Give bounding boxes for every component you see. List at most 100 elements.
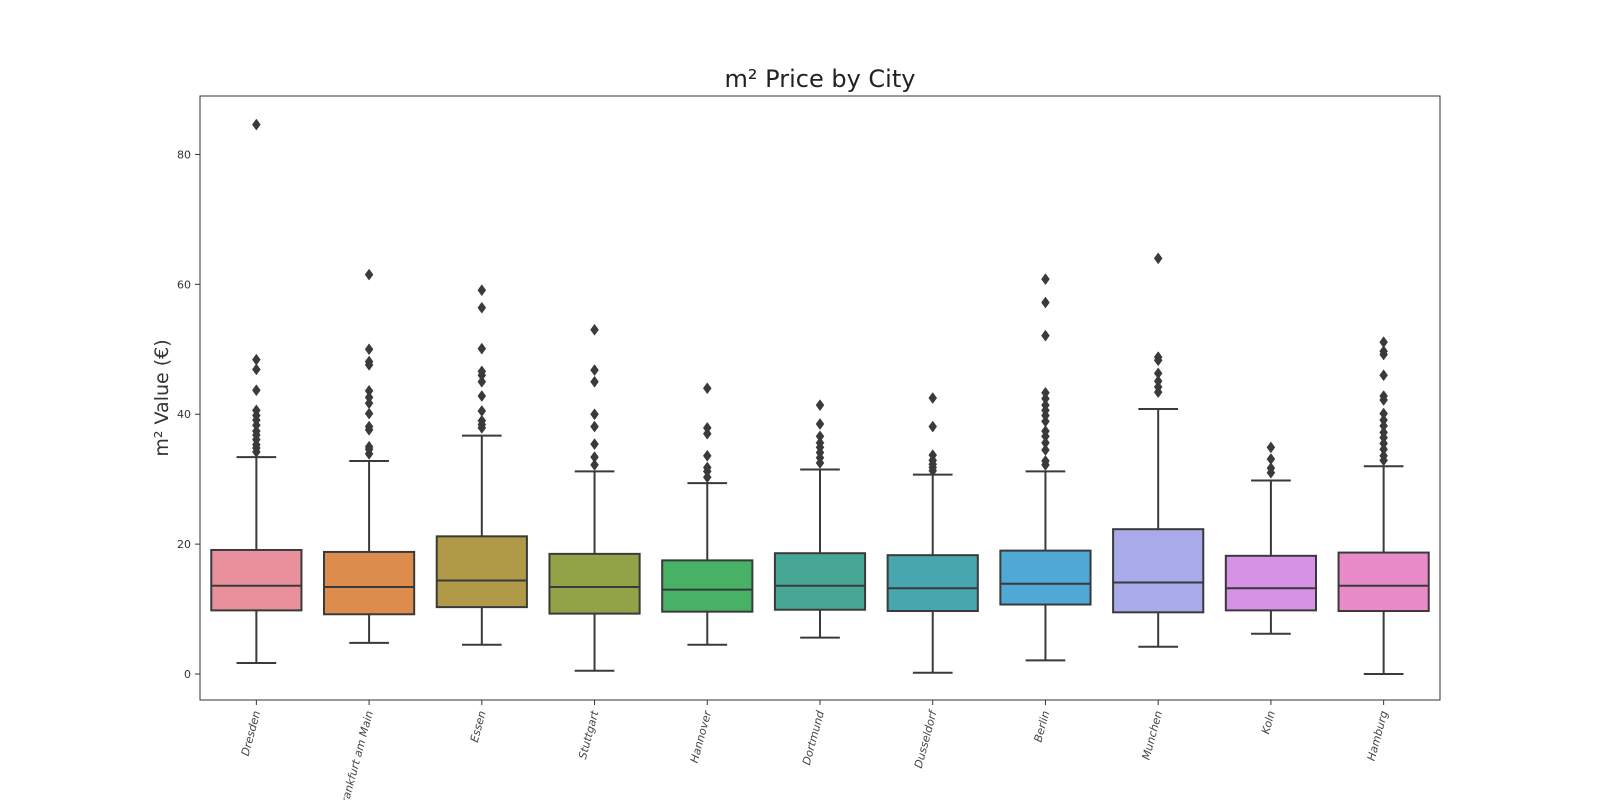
outlier-point xyxy=(252,404,261,417)
iqr-box xyxy=(1112,528,1205,614)
y-tick-label: 0 xyxy=(184,668,191,681)
outlier-point xyxy=(590,364,599,376)
iqr-box xyxy=(1337,551,1430,613)
outlier-point xyxy=(1041,399,1050,412)
box-dresden xyxy=(210,118,303,664)
outlier-point xyxy=(1379,407,1388,420)
iqr-box xyxy=(661,559,754,613)
outlier-point xyxy=(364,343,374,356)
outlier-point xyxy=(590,323,599,336)
outlier-point xyxy=(364,420,374,433)
outlier-point xyxy=(364,268,374,281)
outlier-point xyxy=(252,384,261,397)
iqr-box xyxy=(999,549,1092,606)
chart-title: m² Price by City xyxy=(725,65,916,93)
outlier-point xyxy=(1041,455,1050,467)
outlier-point xyxy=(815,418,825,430)
outlier-point xyxy=(1153,375,1163,388)
outlier-point xyxy=(815,436,825,449)
outlier-point xyxy=(1379,345,1388,358)
outlier-point xyxy=(1379,390,1388,402)
outlier-point xyxy=(815,399,825,412)
outlier-point xyxy=(477,414,487,427)
outlier-point xyxy=(477,284,487,297)
outlier-point xyxy=(1266,441,1276,454)
outlier-point xyxy=(1379,414,1388,427)
box-hannover xyxy=(661,382,754,646)
outlier-point xyxy=(1153,367,1163,380)
outlier-point xyxy=(928,420,938,433)
x-tick-label: Hamburg xyxy=(1365,709,1391,762)
outlier-point xyxy=(1041,436,1050,449)
y-tick-label: 20 xyxy=(177,538,191,551)
box-dusseldorf xyxy=(886,392,979,674)
box-dortmund xyxy=(773,399,867,639)
outlier-point xyxy=(1041,425,1050,438)
outlier-point xyxy=(1041,273,1050,286)
outlier-point xyxy=(364,391,374,404)
outlier-point xyxy=(590,438,599,451)
x-tick-label: Munchen xyxy=(1140,709,1166,761)
x-axis: Dresden Frankfurt am Main Essen Stuttgart Ha… xyxy=(239,700,1391,800)
y-axis: 0 20 40 60 80 xyxy=(177,148,200,681)
x-tick-label: Berlin xyxy=(1032,709,1053,743)
iqr-box xyxy=(773,552,867,611)
x-tick-label: Dusseldorf xyxy=(912,707,940,769)
outlier-point xyxy=(1041,296,1050,309)
box-munchen xyxy=(1112,252,1205,648)
outlier-point xyxy=(928,392,938,404)
outlier-point xyxy=(702,382,712,395)
iqr-box xyxy=(323,550,416,616)
iqr-box xyxy=(1224,554,1318,612)
outlier-point xyxy=(590,420,599,433)
y-axis-label: m² Value (€) xyxy=(151,339,173,456)
outlier-point xyxy=(702,461,712,474)
outlier-point xyxy=(1379,449,1388,462)
outlier-point xyxy=(477,301,487,314)
x-tick-label: Koln xyxy=(1259,709,1278,735)
x-tick-label: Hannover xyxy=(688,708,715,764)
iqr-box xyxy=(210,548,303,612)
x-tick-label: Stuttgart xyxy=(576,709,602,761)
outlier-point xyxy=(364,440,374,453)
outlier-point xyxy=(477,342,487,355)
outlier-point xyxy=(477,365,487,378)
box-koln xyxy=(1224,441,1318,635)
outlier-point xyxy=(1266,462,1276,475)
outlier-point xyxy=(1379,336,1388,349)
outlier-point xyxy=(364,384,374,397)
iqr-box xyxy=(435,535,528,609)
outlier-point xyxy=(477,375,487,388)
outlier-point xyxy=(702,421,712,434)
x-tick-label: Dortmund xyxy=(800,708,827,766)
outlier-point xyxy=(1379,369,1388,382)
y-tick-label: 60 xyxy=(177,278,191,291)
outlier-point xyxy=(590,458,599,471)
outlier-point xyxy=(702,449,712,462)
outlier-point xyxy=(1153,252,1163,265)
boxplots xyxy=(210,118,1430,676)
outlier-point xyxy=(364,407,374,420)
y-tick-label: 80 xyxy=(177,148,191,161)
box-frankfurt-am-main xyxy=(323,268,416,644)
outlier-point xyxy=(1041,444,1050,456)
outlier-point xyxy=(252,363,261,376)
outlier-point xyxy=(1266,453,1276,465)
box-stuttgart xyxy=(548,323,641,672)
x-tick-label: Dresden xyxy=(239,709,264,757)
outlier-point xyxy=(590,451,599,464)
outlier-point xyxy=(364,355,374,368)
outlier-point xyxy=(1041,386,1050,399)
outlier-point xyxy=(590,408,599,421)
iqr-box xyxy=(886,554,979,613)
outlier-point xyxy=(1041,329,1050,342)
box-essen xyxy=(435,284,528,646)
outlier-point xyxy=(928,449,938,462)
outlier-point xyxy=(477,405,487,417)
y-tick-label: 40 xyxy=(177,408,191,421)
outlier-point xyxy=(1153,351,1163,364)
x-tick-label: Frankfurt am Main xyxy=(337,709,376,800)
x-tick-label: Essen xyxy=(468,709,489,743)
outlier-point xyxy=(477,390,487,402)
